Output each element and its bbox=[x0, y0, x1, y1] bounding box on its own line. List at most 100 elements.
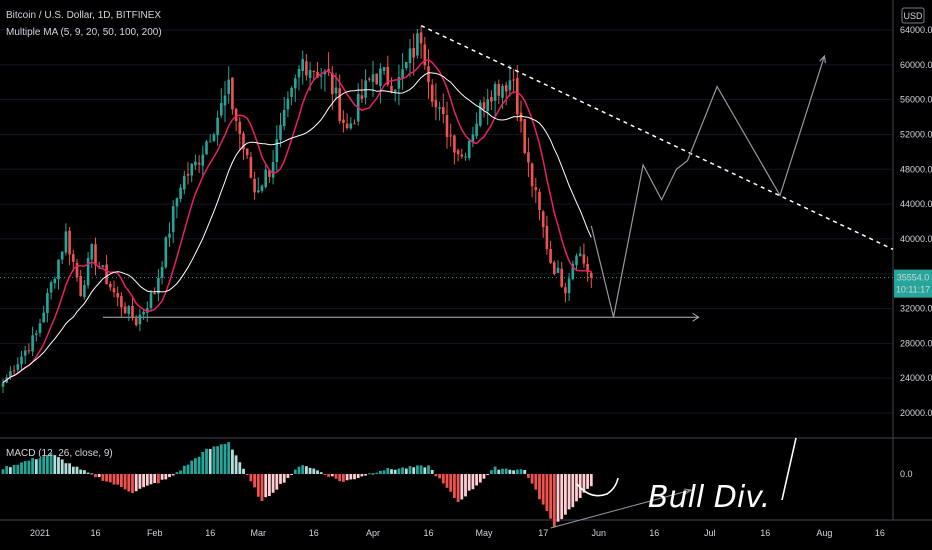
candle-body bbox=[475, 123, 478, 137]
macd-bar bbox=[90, 473, 94, 475]
macd-bar bbox=[160, 474, 164, 480]
macd-bar bbox=[338, 474, 342, 482]
candle-body bbox=[360, 95, 364, 99]
candle-body bbox=[590, 272, 593, 278]
macd-bar bbox=[234, 455, 238, 474]
price-tick-label: 24000.0 bbox=[900, 373, 932, 383]
candle-body bbox=[38, 323, 42, 333]
candle-body bbox=[342, 119, 345, 123]
macd-bar bbox=[105, 474, 108, 482]
candle-body bbox=[186, 173, 190, 176]
candle-body bbox=[386, 66, 390, 85]
price-tick-label: 28000.0 bbox=[900, 338, 932, 348]
macd-bar bbox=[334, 474, 338, 479]
candle-body bbox=[149, 293, 153, 308]
macd-bar bbox=[286, 474, 290, 478]
macd-bar bbox=[582, 474, 586, 493]
candle-body bbox=[131, 305, 134, 318]
candle-body bbox=[179, 187, 182, 200]
macd-bar bbox=[120, 474, 123, 488]
time-tick-label: 16 bbox=[90, 528, 100, 538]
macd-bar bbox=[379, 470, 382, 474]
macd-bar bbox=[401, 467, 404, 474]
macd-bar bbox=[268, 474, 271, 497]
macd-bar bbox=[227, 442, 231, 474]
macd-bar bbox=[190, 460, 194, 474]
candle-body bbox=[168, 233, 171, 238]
candle-body bbox=[160, 266, 164, 278]
candle-body bbox=[438, 107, 441, 109]
macd-bar bbox=[194, 458, 197, 474]
macd-bar bbox=[523, 469, 527, 474]
candle-body bbox=[216, 117, 219, 136]
macd-bar bbox=[527, 474, 530, 478]
price-tick-label: 48000.0 bbox=[900, 164, 932, 174]
macd-bar bbox=[493, 466, 497, 474]
macd-bar bbox=[367, 473, 371, 475]
ma-slow-line bbox=[2, 72, 592, 383]
candle-body bbox=[390, 85, 393, 92]
macd-bar bbox=[404, 468, 408, 474]
macd-bar bbox=[501, 468, 504, 474]
macd-bar bbox=[449, 474, 453, 492]
macd-bar bbox=[586, 474, 589, 489]
macd-bar bbox=[57, 457, 60, 474]
time-tick-label: 16 bbox=[205, 528, 215, 538]
candle-body bbox=[434, 100, 438, 108]
candle-body bbox=[334, 87, 338, 94]
candle-body bbox=[268, 170, 271, 177]
macd-bar bbox=[168, 474, 171, 478]
ma-legend: Multiple MA (5, 9, 20, 50, 100, 200) bbox=[6, 27, 162, 38]
macd-bar bbox=[519, 469, 523, 474]
candle-body bbox=[545, 225, 549, 250]
macd-bar bbox=[127, 474, 131, 492]
macd-bar bbox=[175, 472, 179, 474]
downtrend-line bbox=[420, 24, 894, 251]
candle-body bbox=[101, 265, 105, 267]
macd-bar bbox=[556, 474, 560, 522]
macd-bar bbox=[186, 464, 190, 474]
macd-bar bbox=[567, 474, 571, 510]
support-arrowhead bbox=[692, 312, 700, 322]
candle-body bbox=[319, 75, 323, 77]
candle-body bbox=[423, 44, 427, 66]
macd-bar bbox=[512, 470, 515, 474]
macd-bar bbox=[83, 470, 86, 474]
macd-bar bbox=[301, 465, 305, 474]
macd-bar bbox=[282, 474, 286, 483]
macd-bar bbox=[482, 474, 486, 479]
macd-tick-label: 0.0 bbox=[900, 469, 913, 479]
macd-bar bbox=[423, 467, 427, 474]
currency-badge: USD bbox=[903, 11, 923, 21]
macd-bar bbox=[12, 465, 16, 474]
candle-body bbox=[538, 191, 541, 210]
macd-bar bbox=[171, 474, 175, 476]
macd-bar bbox=[86, 472, 90, 474]
time-tick-label: Mar bbox=[251, 528, 267, 538]
macd-bar bbox=[419, 465, 423, 474]
candle-body bbox=[275, 139, 279, 163]
candle-body bbox=[560, 268, 563, 287]
candle-body bbox=[375, 73, 378, 85]
candle-body bbox=[442, 107, 445, 115]
macd-legend: MACD (12, 26, close, 9) bbox=[6, 448, 113, 459]
handwriting-text: Bull Div. bbox=[648, 480, 770, 515]
candle-body bbox=[94, 244, 97, 266]
candle-body bbox=[212, 134, 216, 141]
macd-bar bbox=[475, 474, 478, 486]
candle-body bbox=[301, 59, 304, 72]
candle-body bbox=[105, 264, 108, 285]
candle-body bbox=[208, 141, 212, 143]
macd-bar bbox=[219, 444, 223, 474]
price-badges: USD 35554.0 10:11:17 bbox=[894, 7, 932, 298]
macd-bar bbox=[60, 459, 64, 474]
macd-bar bbox=[342, 474, 345, 482]
candle-body bbox=[227, 79, 230, 94]
candle-body bbox=[72, 254, 75, 262]
time-tick-label: May bbox=[475, 528, 493, 538]
candle-body bbox=[112, 288, 116, 293]
candle-body bbox=[171, 206, 175, 233]
macd-bar bbox=[508, 469, 512, 474]
candle-body bbox=[427, 66, 430, 83]
